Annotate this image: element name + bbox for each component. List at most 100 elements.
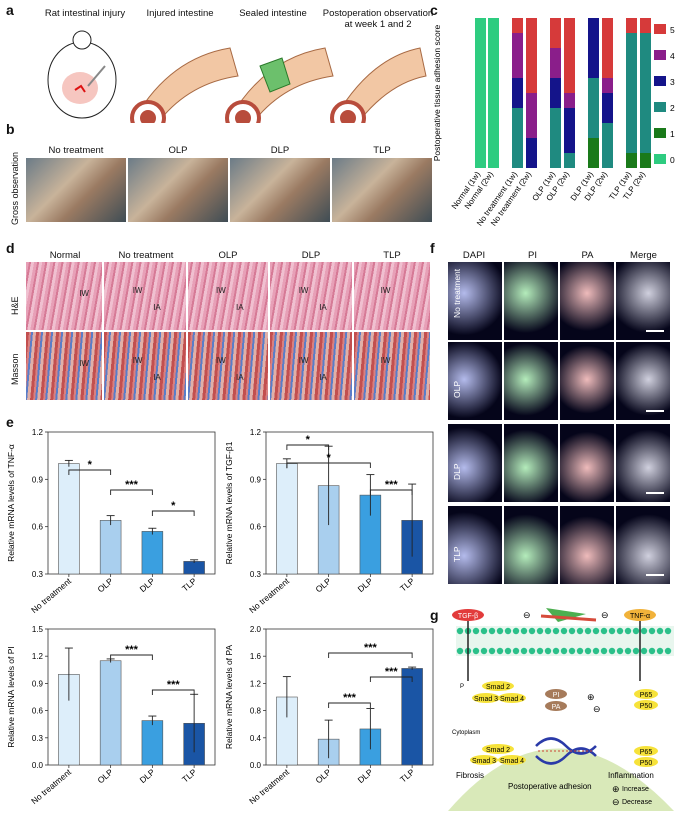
- scale-bar: [646, 330, 664, 332]
- tick-label: OLP: [313, 576, 333, 595]
- tissue-label: IA: [153, 302, 161, 312]
- fluorescence-image: [616, 506, 670, 584]
- membrane-dot: [480, 627, 488, 635]
- membrane-dot: [472, 647, 480, 655]
- fluorescence-image: [448, 506, 502, 584]
- gross-photo: [128, 158, 228, 222]
- significance-label: ***: [167, 679, 181, 691]
- nfkb-nucleus: P65 P50: [634, 746, 658, 767]
- stacked-bar-segment: [488, 18, 499, 168]
- stacked-bar-segment: [564, 108, 575, 153]
- legend-label: 2: [670, 103, 675, 113]
- tick-label: DLP: [356, 576, 375, 595]
- group-label: No treatment: [48, 145, 104, 156]
- smad-group-upper: P Smad 2 Smad 3 Smad 4: [460, 681, 526, 703]
- membrane-dot: [616, 647, 624, 655]
- membrane-dot: [608, 647, 616, 655]
- significance-label: ***: [385, 666, 399, 678]
- tissue-icon: [540, 614, 597, 622]
- gross-photo: [230, 158, 330, 222]
- stacked-bar-segment: [640, 33, 651, 153]
- intestine-sealed: [225, 47, 334, 123]
- chart-e1: Relative mRNA levels of TNF-α 0.3 0.6 0.9 1.…: [6, 428, 216, 615]
- membrane-dot: [648, 647, 656, 655]
- tissue-label: IA: [153, 372, 161, 382]
- membrane-dot: [632, 647, 640, 655]
- tgf-label: TGF-β: [458, 613, 478, 620]
- stacked-bar-segment: [512, 33, 523, 78]
- stacked-bar-segment: [588, 18, 599, 78]
- stacked-bar-segment: [550, 48, 561, 78]
- tick-label: DLP: [356, 767, 375, 786]
- significance-label: ***: [385, 479, 399, 491]
- membrane-dot: [568, 627, 576, 635]
- significance-bracket: [68, 469, 112, 475]
- intestine-injured: [130, 47, 239, 123]
- membrane-dot: [520, 647, 528, 655]
- membrane-dot: [496, 647, 504, 655]
- gross-observation-label: Gross observation: [10, 151, 20, 225]
- membrane-dot: [528, 627, 536, 635]
- group-label: OLP: [218, 250, 238, 261]
- rat-illustration: [47, 30, 117, 119]
- significance-label: ***: [125, 644, 139, 656]
- membrane-dot: [488, 627, 496, 635]
- axis-label: Postoperative tissue adhesion score: [432, 24, 442, 161]
- axis-label: Relative mRNA levels of TNF-α: [6, 444, 16, 562]
- smad2-label: Smad 2: [486, 747, 510, 754]
- membrane-dot: [472, 627, 480, 635]
- stacked-bar-segment: [526, 138, 537, 168]
- chart-c: Postoperative tissue adhesion scoreNorma…: [432, 18, 675, 228]
- dna-icon: [535, 737, 597, 765]
- plus-icon: ⊕: [587, 692, 595, 702]
- membrane-dot: [632, 627, 640, 635]
- fluorescence-image: [448, 424, 502, 502]
- tick-label: OLP: [95, 767, 115, 786]
- significance-bracket: [151, 689, 195, 695]
- membrane-dot: [512, 647, 520, 655]
- stacked-bar-segment: [475, 18, 486, 168]
- panel-label-e: e: [6, 414, 14, 430]
- p50-label: P50: [640, 760, 653, 767]
- significance-bracket: [110, 489, 153, 495]
- membrane-dot: [608, 627, 616, 635]
- tick-label: TLP: [180, 576, 199, 594]
- stacked-bar-segment: [602, 78, 613, 93]
- tick-label: No treatment: [29, 766, 74, 806]
- significance-label: *: [326, 452, 331, 464]
- adhesion-label: Postoperative adhesion: [508, 782, 592, 791]
- membrane-dot: [552, 647, 560, 655]
- smad4-label: Smad 4: [500, 696, 524, 703]
- significance-label: ***: [343, 692, 357, 704]
- p65-label: P65: [640, 692, 653, 699]
- significance-bracket: [369, 489, 413, 495]
- significance-bracket: [110, 654, 153, 660]
- stacked-bar-segment: [626, 18, 637, 33]
- membrane-dots: [456, 627, 672, 655]
- row-label-masson: Masson: [10, 353, 20, 385]
- membrane-dot: [480, 647, 488, 655]
- legend-swatch: [654, 154, 666, 164]
- group-label: TLP: [383, 250, 401, 261]
- significance-label: *: [171, 500, 176, 512]
- tick-label: No treatment: [247, 766, 292, 806]
- membrane-dot: [576, 627, 584, 635]
- step-label: Rat intestinal injury: [44, 8, 126, 19]
- nfkb-upper: P65 P50: [634, 689, 658, 710]
- inflammation-label: Inflammation: [608, 771, 654, 780]
- significance-bracket: [151, 510, 195, 516]
- row-label-he: H&E: [10, 296, 20, 315]
- legend-swatch: [654, 50, 666, 60]
- fluorescence-image: [560, 424, 614, 502]
- stacked-bar-segment: [512, 108, 523, 168]
- tick-label: 1.6: [250, 652, 262, 661]
- tissue-label: IW: [216, 355, 226, 365]
- decrease-label: Decrease: [622, 799, 652, 806]
- p50-label: P50: [640, 703, 653, 710]
- tick-label: 0.9: [32, 679, 44, 688]
- histology-image: IW IA: [104, 262, 186, 330]
- smad3-label: Smad 3: [474, 696, 498, 703]
- tissue-label: IW: [132, 285, 143, 295]
- tick-label: 0.6: [250, 523, 262, 532]
- step-label: Postoperation observation at week 1 and …: [322, 8, 434, 30]
